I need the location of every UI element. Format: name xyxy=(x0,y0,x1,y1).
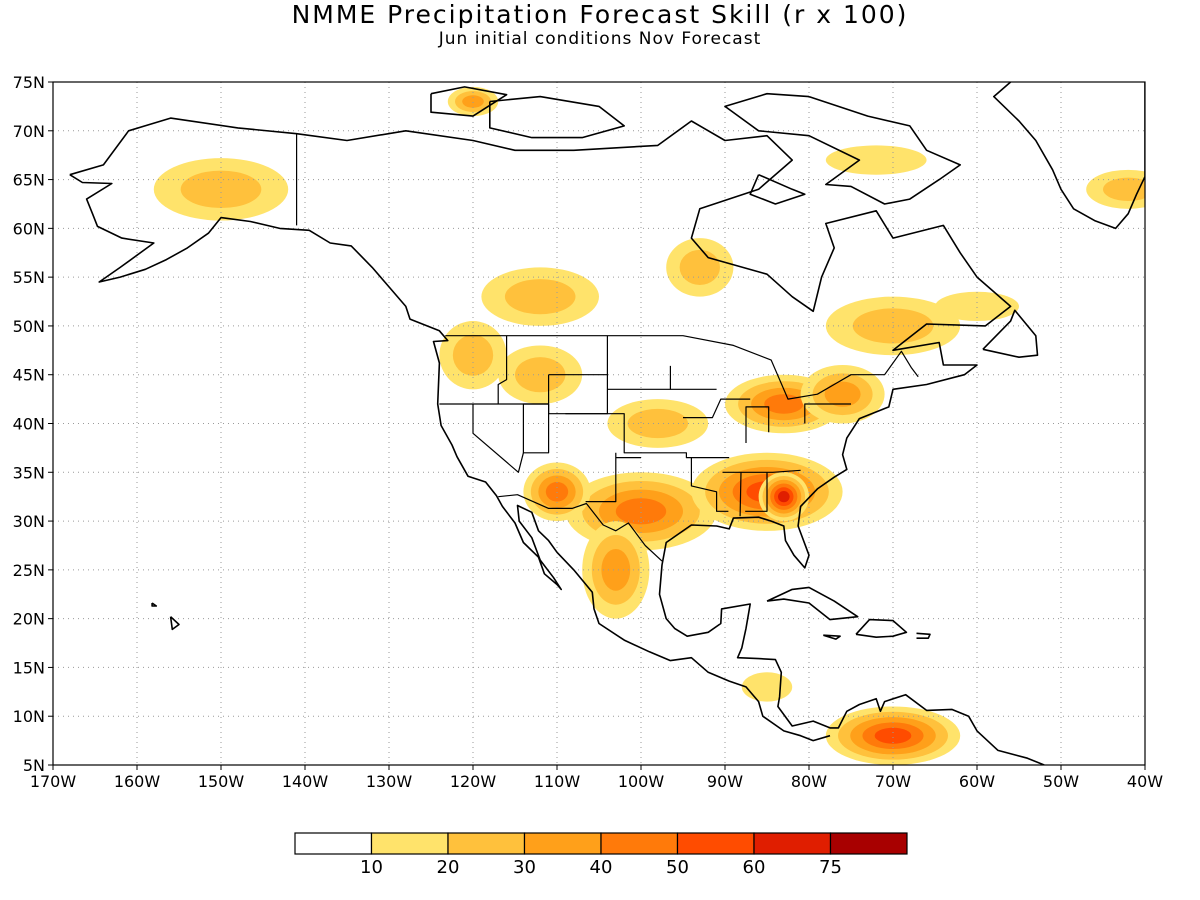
lon-tick-label: 40W xyxy=(1127,772,1163,791)
coastline xyxy=(69,117,1045,765)
colorbar-label: 60 xyxy=(743,857,766,878)
coastline xyxy=(749,173,806,205)
political-border xyxy=(548,374,608,415)
colorbar-swatch xyxy=(447,832,526,855)
lat-tick-label: 15N xyxy=(13,658,45,677)
political-border xyxy=(445,335,919,400)
lat-tick-label: 45N xyxy=(13,366,45,385)
skill-patch xyxy=(462,95,484,108)
lat-tick-label: 20N xyxy=(13,610,45,629)
lon-tick-label: 110W xyxy=(534,772,581,791)
colorbar-label: 10 xyxy=(360,857,383,878)
lat-tick-label: 40N xyxy=(13,415,45,434)
axis-ticks: 170W 160W 150W 140W 130W 120W 110W 100W 90W 80W 70… xyxy=(13,73,1164,791)
map-subtitle: Jun initial conditions Nov Forecast xyxy=(438,29,762,49)
lon-tick-label: 150W xyxy=(198,772,245,791)
lat-tick-label: 10N xyxy=(13,707,45,726)
colorbar-label: 20 xyxy=(437,857,460,878)
political-border xyxy=(804,403,851,424)
lon-tick-label: 140W xyxy=(282,772,329,791)
political-border xyxy=(472,404,524,473)
colorbar-swatch xyxy=(294,832,373,855)
map-title: NMME Precipitation Forecast Skill (r x 1… xyxy=(291,0,909,29)
lon-tick-label: 50W xyxy=(1043,772,1079,791)
colorbar-label: 30 xyxy=(513,857,536,878)
skill-patch xyxy=(679,249,720,285)
colorbar-swatch xyxy=(676,832,755,855)
lat-tick-label: 30N xyxy=(13,512,45,531)
skill-patch xyxy=(504,279,576,315)
lat-tick-label: 55N xyxy=(13,268,45,287)
skill-patch xyxy=(180,170,262,209)
coastline xyxy=(916,632,931,639)
lon-tick-label: 130W xyxy=(366,772,413,791)
colorbar-label: 40 xyxy=(590,857,613,878)
coastline xyxy=(430,86,508,117)
skill-patch xyxy=(935,291,1019,322)
skill-patch xyxy=(824,381,861,407)
lat-tick-label: 50N xyxy=(13,317,45,336)
political-border xyxy=(745,472,768,512)
colorbar-swatch xyxy=(753,832,832,855)
coastline xyxy=(993,82,1145,230)
colorbar-swatch xyxy=(829,832,908,855)
lat-tick-label: 25N xyxy=(13,561,45,580)
lat-tick-label: 60N xyxy=(13,219,45,238)
coastline xyxy=(766,586,859,621)
colorbar-label: 75 xyxy=(819,857,842,878)
colorbar-label: 50 xyxy=(666,857,689,878)
political-border xyxy=(585,452,617,503)
political-border xyxy=(522,403,550,454)
coastline xyxy=(724,92,961,205)
lon-tick-label: 90W xyxy=(707,772,743,791)
colorbar-swatch xyxy=(523,832,602,855)
skill-patch xyxy=(601,548,631,591)
skill-shading-layer xyxy=(153,86,1145,765)
coastline-layer xyxy=(69,82,1145,765)
skill-patch xyxy=(515,357,566,393)
skill-patch xyxy=(741,672,793,702)
political-border xyxy=(607,365,671,390)
skill-patch xyxy=(874,727,912,744)
skill-patch xyxy=(777,491,790,503)
coastline xyxy=(169,616,180,631)
skill-patch xyxy=(627,408,689,439)
lon-tick-label: 160W xyxy=(114,772,161,791)
coastline xyxy=(855,618,908,638)
skill-patch xyxy=(452,334,494,376)
lon-tick-label: 100W xyxy=(618,772,665,791)
colorbar-swatch xyxy=(370,832,449,855)
political-border xyxy=(565,413,730,459)
skill-patch xyxy=(825,145,927,175)
lat-tick-label: 65N xyxy=(13,171,45,190)
skill-patch xyxy=(1103,177,1145,202)
colorbar-swatch xyxy=(600,832,679,855)
coastline xyxy=(489,95,625,139)
lon-tick-label: 60W xyxy=(959,772,995,791)
skill-patch xyxy=(545,482,569,502)
coastline xyxy=(823,634,841,640)
political-border xyxy=(745,406,770,443)
skill-patch xyxy=(615,498,667,525)
lon-tick-label: 170W xyxy=(30,772,77,791)
skill-patch xyxy=(764,394,804,414)
lon-tick-label: 120W xyxy=(450,772,497,791)
lat-tick-label: 75N xyxy=(13,73,45,92)
political-border xyxy=(683,398,751,419)
lat-tick-label: 70N xyxy=(13,122,45,141)
political-border xyxy=(722,469,801,473)
coastline xyxy=(151,602,158,607)
colorbar: 10 20 30 40 50 60 75 xyxy=(294,832,908,878)
political-border xyxy=(498,494,663,562)
coastline xyxy=(982,309,1039,358)
political-border xyxy=(739,472,742,517)
lon-tick-label: 70W xyxy=(875,772,911,791)
lon-tick-label: 80W xyxy=(791,772,827,791)
political-border xyxy=(690,457,729,512)
political-border xyxy=(497,335,508,404)
coastline xyxy=(69,174,831,742)
lat-tick-label: 35N xyxy=(13,463,45,482)
lat-tick-label: 5N xyxy=(23,756,45,775)
